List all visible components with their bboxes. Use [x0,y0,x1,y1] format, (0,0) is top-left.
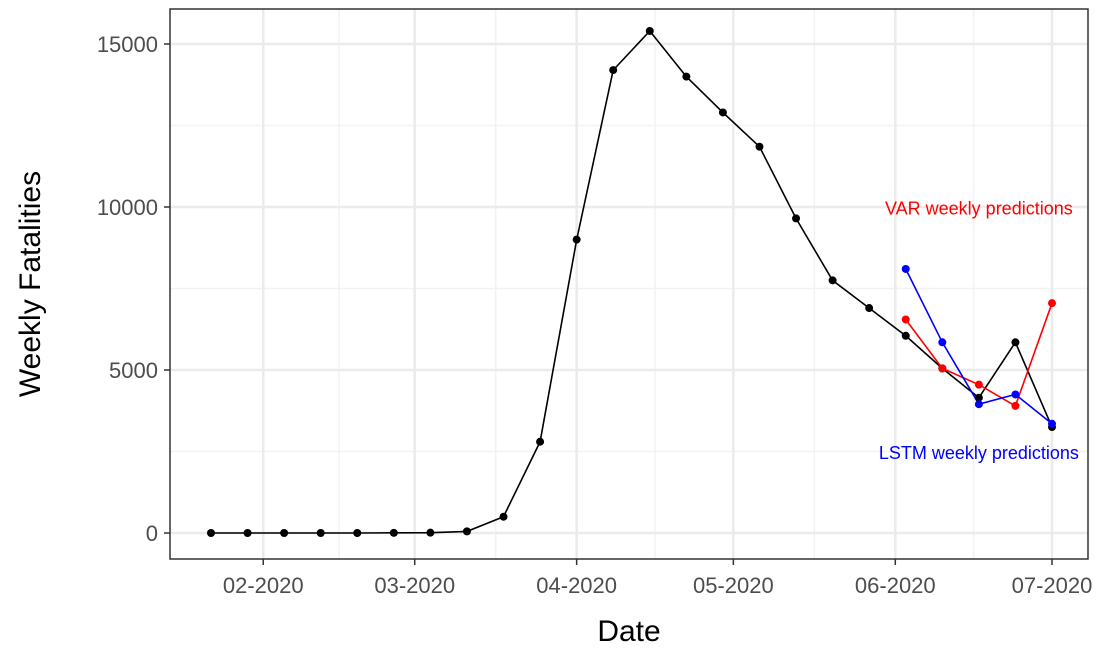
x-tick-label: 02-2020 [223,573,304,598]
series-0-point [389,528,398,537]
series-0-point [499,512,508,521]
axis-ticks [164,43,1053,565]
series-points [207,26,1056,537]
series-0-point [316,529,325,537]
series-0-point [426,528,435,537]
series-0-point [353,529,362,537]
series-0-point [207,529,215,537]
series-2-point [938,338,947,347]
y-tick-label: 5000 [109,358,158,383]
grid [170,9,1088,559]
x-tick-label: 04-2020 [536,573,617,598]
series-1-point [974,380,983,389]
series-0-point [755,142,764,151]
series-0-point [645,26,654,35]
series-0-point [828,276,837,285]
series-2-point [1048,419,1056,428]
x-tick-labels: 02-2020 03-2020 04-2020 05-2020 06-2020 07-20… [223,573,1093,598]
y-tick-labels: 0 5000 10000 15000 [97,32,158,546]
series-line-0 [211,29,1053,534]
x-axis-title: Date [597,615,660,648]
x-tick-label: 06-2020 [855,573,936,598]
series-1-point [1048,299,1056,308]
series-0-point [1011,338,1020,347]
series-0-point [609,66,618,75]
panel-background [170,9,1088,559]
x-tick-label: 03-2020 [374,573,455,598]
series-0-point [974,393,983,402]
y-tick-label: 10000 [97,195,158,220]
series-0-point [572,235,581,244]
series-0-point [718,108,727,117]
annotation-label: VAR weekly predictions [885,199,1073,219]
series-0-point [792,214,801,223]
y-tick-label: 15000 [97,32,158,57]
series-2-point [901,264,910,273]
series-2-point [974,400,983,409]
series-0-point [280,529,289,537]
series-2-point [1011,390,1020,399]
annotation-label: LSTM weekly predictions [879,443,1079,463]
series-1-point [938,364,947,373]
y-axis-title: Weekly Fatalities [14,171,47,397]
annotations: VAR weekly predictions LSTM weekly predic… [879,199,1079,464]
series-0-point [462,527,471,536]
series-0-point [901,331,910,340]
series-1-point [901,315,910,324]
series-0-point [865,304,874,313]
x-tick-label: 07-2020 [1012,573,1093,598]
x-tick-label: 05-2020 [693,573,774,598]
series-0-point [536,437,545,446]
series-0-point [682,72,691,81]
y-tick-label: 0 [146,521,158,546]
series-0-point [243,529,252,537]
panel-border [169,8,1089,560]
series-1-point [1011,401,1020,410]
